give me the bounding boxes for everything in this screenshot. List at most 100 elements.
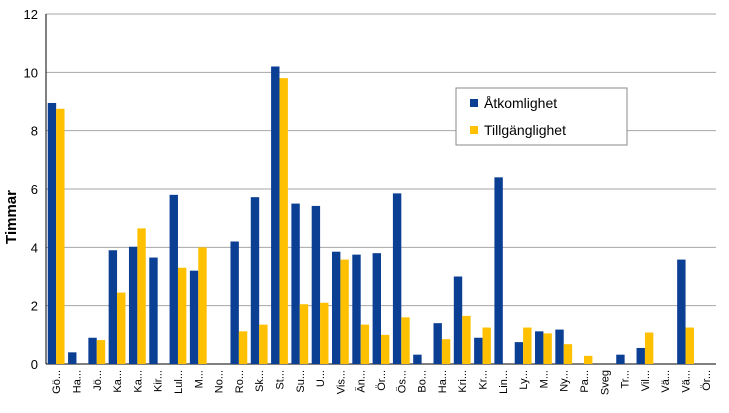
bar-tillganglighet: [381, 334, 390, 364]
x-tick-label: Kr...: [478, 370, 490, 390]
bar-atkomlighet: [616, 354, 625, 364]
bar-tillganglighet: [543, 333, 552, 364]
bar-atkomlighet: [291, 203, 300, 364]
bar-atkomlighet: [88, 337, 97, 364]
y-tick-label: 2: [31, 299, 38, 314]
x-tick-label: Gö...: [51, 370, 63, 394]
bar-tillganglighet: [198, 247, 207, 364]
x-tick-label: Ly...: [518, 370, 530, 390]
gridlines: [45, 13, 716, 365]
bar-atkomlighet: [149, 257, 158, 364]
x-tick-label: Ör...: [701, 370, 713, 391]
legend-box: [455, 87, 628, 146]
bar-tillganglighet: [401, 317, 410, 364]
x-tick-label: Sveg: [599, 370, 611, 395]
legend-label-tillganglighet: Tillgänglighet: [484, 122, 566, 138]
legend-swatch-atkomlighet: [470, 99, 478, 107]
x-axis-ticks: Gö... Ha... Jö... Ka... Ka... Kir... Lul... M..…: [51, 370, 713, 395]
bar-tillganglighet: [523, 327, 532, 364]
bar-tillganglighet: [584, 355, 593, 364]
bar-atkomlighet: [555, 329, 564, 364]
x-tick-label: Su...: [295, 370, 307, 393]
x-tick-label: Ör...: [376, 370, 388, 391]
x-tick-label: Tr...: [620, 370, 632, 389]
bar-tillganglighet: [441, 339, 451, 364]
x-tick-label: Vä...: [681, 370, 693, 393]
y-tick-label: 12: [24, 7, 38, 22]
bar-tillganglighet: [56, 108, 65, 365]
x-tick-label: Än...: [356, 370, 368, 393]
y-tick-label: 10: [24, 65, 38, 80]
x-tick-label: St...: [274, 370, 286, 390]
x-tick-label: Vis...: [335, 370, 347, 394]
x-tick-label: Jö...: [92, 370, 104, 391]
y-tick-label: 8: [31, 124, 38, 139]
x-tick-label: Vä...: [660, 370, 672, 393]
y-tick-label: 6: [31, 182, 38, 197]
bar-atkomlighet: [413, 354, 422, 364]
x-tick-label: M...: [538, 370, 550, 388]
x-tick-label: Ro...: [234, 370, 246, 393]
x-tick-label: Lul...: [173, 370, 185, 394]
x-tick-label: No...: [214, 370, 226, 393]
x-tick-label: Ös...: [396, 370, 408, 393]
bar-tillganglighet: [279, 78, 288, 365]
x-tick-label: Bo...: [417, 370, 429, 393]
bar-atkomlighet: [108, 250, 118, 364]
bar-atkomlighet: [535, 331, 544, 364]
bar-tillganglighet: [259, 324, 268, 364]
bar-atkomlighet: [230, 241, 239, 364]
bar-tillganglighet: [117, 292, 126, 364]
bar-tillganglighet: [238, 331, 248, 364]
y-axis-ticks: 0 2 4 6 8 10 12: [24, 7, 38, 372]
bars: [47, 66, 694, 365]
bar-atkomlighet: [331, 251, 341, 364]
x-tick-label: Kir...: [153, 370, 165, 392]
bar-tillganglighet: [177, 267, 187, 364]
x-tick-label: Ny...: [559, 370, 571, 392]
bar-atkomlighet: [433, 323, 442, 364]
x-tick-label: Ka...: [132, 370, 144, 393]
x-tick-label: Sk...: [254, 370, 266, 392]
bar-atkomlighet: [68, 352, 77, 364]
x-tick-label: Ha...: [71, 370, 83, 393]
bar-tillganglighet: [299, 304, 309, 364]
bar-tillganglighet: [320, 302, 329, 364]
y-tick-label: 4: [31, 240, 38, 255]
x-tick-label: Pa...: [579, 370, 591, 393]
bar-tillganglighet: [685, 327, 694, 364]
bar-atkomlighet: [250, 197, 260, 364]
bar-atkomlighet: [169, 194, 178, 364]
bar-atkomlighet: [352, 254, 361, 364]
x-tick-label: Kri...: [457, 370, 469, 393]
x-tick-label: Ha...: [437, 370, 449, 393]
bar-tillganglighet: [96, 340, 106, 364]
x-tick-label: U...: [315, 370, 327, 387]
bar-atkomlighet: [474, 337, 483, 364]
bar-atkomlighet: [372, 253, 381, 364]
bar-tillganglighet: [644, 332, 654, 364]
bar-atkomlighet: [636, 347, 645, 364]
bar-atkomlighet: [514, 342, 524, 364]
bar-tillganglighet: [462, 315, 471, 364]
x-tick-label: Ka...: [112, 370, 124, 393]
x-tick-label: Vil...: [640, 370, 652, 391]
bar-atkomlighet: [677, 259, 686, 364]
bar-atkomlighet: [271, 66, 280, 364]
y-tick-label: 0: [31, 357, 38, 372]
legend-label-atkomlighet: Åtkomlighet: [484, 95, 557, 111]
x-tick-label: M...: [193, 370, 205, 388]
bar-atkomlighet: [47, 102, 57, 364]
x-tick-label: Lin...: [498, 370, 510, 394]
bar-atkomlighet: [453, 276, 463, 364]
bar-atkomlighet: [392, 193, 402, 364]
legend-swatch-tillganglighet: [470, 126, 478, 134]
legend: Åtkomlighet Tillgänglighet: [455, 87, 628, 146]
bar-tillganglighet: [137, 228, 146, 364]
bar-atkomlighet: [128, 246, 138, 364]
bar-tillganglighet: [482, 327, 491, 364]
bar-tillganglighet: [340, 259, 349, 364]
bar-atkomlighet: [311, 205, 321, 364]
y-axis-label: Timmar: [3, 190, 20, 244]
